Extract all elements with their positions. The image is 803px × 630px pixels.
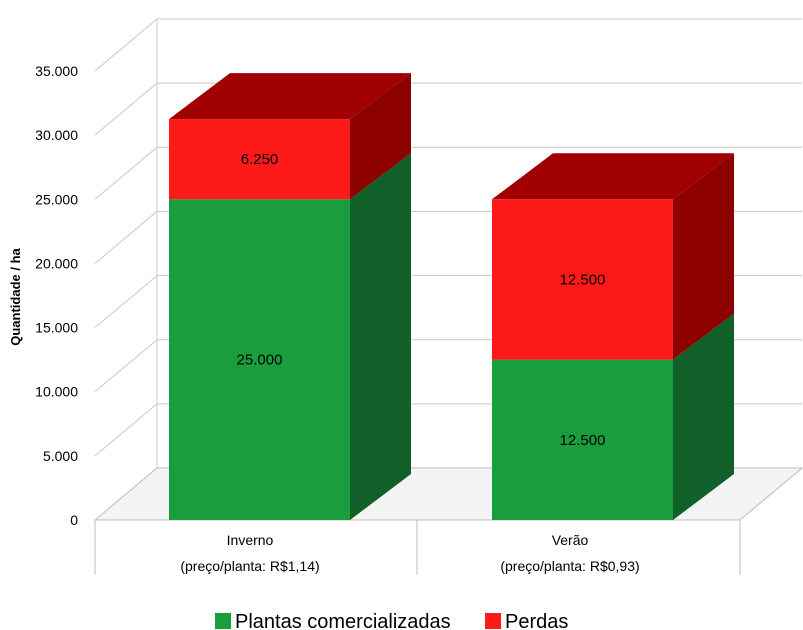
legend-swatch [215, 613, 231, 629]
bar-segment-side [350, 73, 411, 200]
y-tick-label: 30.000 [35, 127, 78, 143]
gridline-diagonal [94, 339, 158, 393]
category-label: Inverno [227, 532, 274, 548]
legend-label: Plantas comercializadas [235, 611, 451, 630]
bar-segment [492, 359, 673, 520]
gridline-diagonal [94, 18, 158, 72]
data-label: 12.500 [560, 271, 606, 288]
bar-top [169, 73, 411, 120]
gridline-diagonal [94, 82, 158, 136]
category-label: Verão [552, 532, 589, 548]
labels-layer: 0 5.000 10.000 15.000 20.000 25.000 30.000 35.0… [35, 63, 639, 574]
bar-segment [169, 119, 350, 200]
legend-label: Perdas [505, 611, 568, 630]
category-sublabel: (preço/planta: R$0,93) [500, 558, 639, 574]
y-tick-label: 20.000 [35, 255, 78, 271]
data-label: 25.000 [237, 352, 283, 369]
gridline-diagonal [94, 146, 158, 200]
y-axis-title: Quantidade / ha [8, 247, 23, 345]
y-tick-label: 5.000 [43, 448, 78, 464]
y-tick-label: 0 [70, 512, 78, 528]
gridline-diagonal [94, 275, 158, 328]
gridline-diagonal [94, 403, 158, 457]
y-tick-label: 15.000 [35, 320, 78, 336]
legend-swatch [485, 613, 501, 629]
bar-segment [169, 199, 350, 521]
gridline-diagonal [94, 211, 158, 264]
bar-segment-side [350, 153, 411, 521]
y-tick-label: 25.000 [35, 191, 78, 207]
bar-segment-side [673, 153, 734, 360]
legend: Plantas comercializadas Perdas [215, 611, 568, 630]
bar-top [492, 153, 734, 200]
y-tick-label: 35.000 [35, 63, 78, 79]
bar-segment-side [673, 313, 734, 520]
y-tick-label: 10.000 [35, 384, 78, 400]
category-sublabel: (preço/planta: R$1,14) [180, 558, 319, 574]
data-label: 12.500 [560, 432, 606, 449]
bar-segment [492, 199, 673, 360]
data-label: 6.250 [241, 151, 279, 168]
bars-layer [169, 73, 734, 521]
